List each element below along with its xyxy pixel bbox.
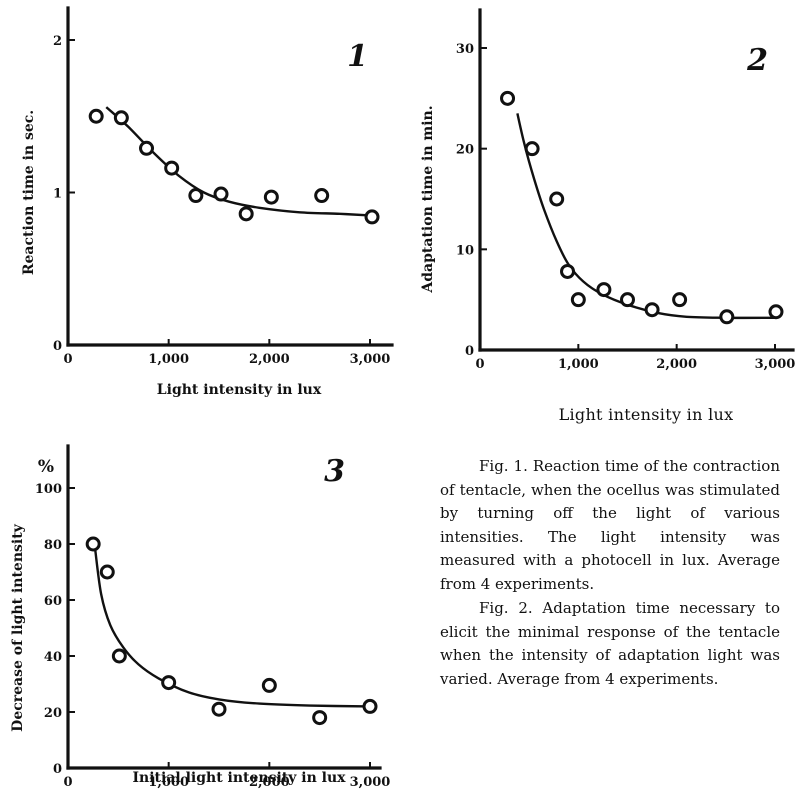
x-tick-label: 2,000	[249, 775, 290, 789]
caption-fig1: Fig. 1. Reaction time of the contraction…	[440, 457, 780, 593]
x-axis-label: Light intensity in lux	[157, 382, 322, 398]
data-point	[620, 292, 635, 308]
data-point	[164, 160, 180, 176]
x-tick-label: 1,000	[558, 357, 599, 372]
y-tick-label: 2	[53, 34, 62, 49]
data-point	[549, 191, 565, 207]
data-point	[139, 140, 155, 156]
panel-number: 3	[324, 454, 345, 489]
data-point	[364, 209, 380, 225]
data-point	[211, 701, 227, 717]
data-point	[188, 188, 204, 204]
panel-number: 1	[347, 39, 368, 74]
fitted-curve	[94, 549, 371, 708]
x-tick-label: 3,000	[350, 352, 391, 367]
x-tick-label: 1,000	[148, 775, 189, 789]
data-point	[719, 309, 735, 325]
y-tick-label: 30	[456, 42, 474, 57]
panel-3-light-decrease: 0 1,000 2,000 3,000 0 20 40 60 80 100% Initial lig…	[10, 444, 391, 789]
data-point	[85, 536, 101, 552]
x-tick-label: 0	[475, 357, 484, 372]
fitted-curve	[105, 106, 371, 217]
x-tick-label: 3,000	[755, 357, 796, 372]
x-tick-label: 3,000	[350, 775, 391, 789]
panel-2-adaptation-time: 0 1,000 2,000 3,000 0 10 20 30 Adaptation time i…	[420, 8, 796, 372]
data-point	[161, 675, 177, 691]
panel-1-reaction-time: 0 1,000 2,000 3,000 0 1 2 Light intensity in lu…	[21, 6, 394, 398]
data-point	[238, 206, 254, 222]
y-tick-label: 60	[44, 594, 62, 609]
x-tick-label: 2,000	[249, 352, 290, 367]
data-point	[768, 304, 784, 320]
fitted-curve	[516, 113, 776, 320]
y-tick-label: 0	[53, 339, 62, 354]
data-point	[524, 141, 540, 157]
data-point	[99, 564, 115, 580]
y-axis-label: Adaptation time in min.	[420, 105, 436, 293]
y-tick-label: 20	[456, 143, 474, 158]
data-point	[672, 292, 688, 308]
y-tick-label: 1	[53, 187, 62, 202]
panel-2-xlabel-below: Light intensity in lux	[559, 405, 734, 424]
data-point	[261, 677, 277, 693]
x-tick-label: 2,000	[656, 357, 697, 372]
data-point	[362, 698, 378, 714]
data-point	[500, 90, 516, 106]
data-point	[570, 292, 586, 308]
y-tick-label: 0	[53, 762, 62, 777]
y-tick-label: 40	[44, 650, 62, 665]
data-point	[644, 302, 660, 318]
data-point	[113, 110, 129, 126]
y-axis-label: Reaction time in sec.	[21, 110, 37, 275]
data-point	[312, 710, 328, 726]
data-point	[213, 186, 229, 202]
y-tick-label: 100	[35, 482, 62, 497]
figure-caption: Fig. 1. Reaction time of the contraction…	[440, 455, 780, 692]
y-tick-label: 20	[44, 706, 62, 721]
y-tick-label: 10	[456, 243, 474, 258]
y-axis-label: Decrease of light intensity	[10, 523, 26, 731]
y-tick-label: 0	[465, 344, 474, 359]
panel-number: 2	[746, 43, 768, 78]
x-axis-label: Initial light intensity in lux	[133, 770, 347, 786]
x-tick-label: 1,000	[148, 352, 189, 367]
data-point	[88, 108, 104, 124]
y-tick-label: 80	[44, 538, 62, 553]
data-point	[560, 263, 576, 279]
data-point	[314, 188, 330, 204]
data-point	[596, 282, 612, 298]
caption-fig2: Fig. 2. Adaptation time necessary to eli…	[440, 599, 780, 688]
data-point	[263, 189, 279, 205]
y-unit-label: %	[38, 457, 54, 477]
x-tick-label: 0	[63, 352, 72, 367]
x-tick-label: 0	[63, 775, 72, 789]
data-point	[111, 648, 127, 664]
